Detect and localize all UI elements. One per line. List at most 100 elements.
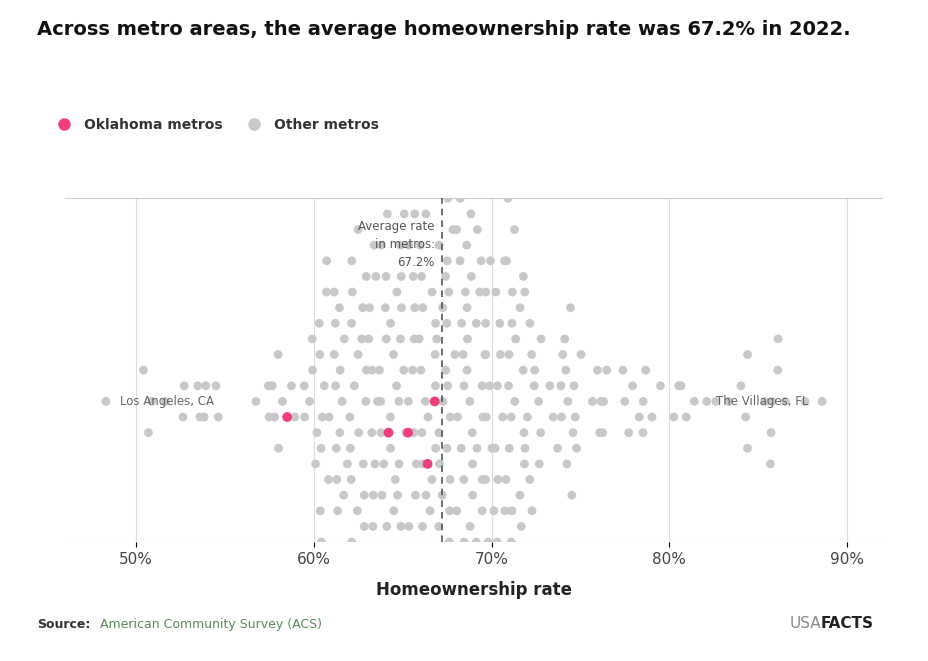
Point bbox=[358, 365, 373, 375]
Point bbox=[343, 318, 358, 329]
Point bbox=[296, 381, 311, 391]
Point bbox=[367, 240, 381, 251]
Point bbox=[440, 193, 455, 204]
Point bbox=[451, 130, 466, 141]
Point bbox=[533, 334, 548, 344]
Point bbox=[407, 302, 422, 313]
Point bbox=[513, 521, 528, 531]
Point bbox=[483, 256, 497, 266]
Point bbox=[453, 443, 468, 453]
Point bbox=[364, 428, 379, 438]
Point bbox=[464, 428, 479, 438]
Point bbox=[368, 271, 383, 282]
Point bbox=[638, 365, 652, 375]
Point bbox=[365, 521, 380, 531]
Point bbox=[371, 365, 386, 375]
Point bbox=[284, 381, 299, 391]
Point bbox=[665, 412, 680, 422]
Point bbox=[625, 381, 639, 391]
Point bbox=[408, 553, 423, 563]
Point bbox=[520, 412, 535, 422]
Point bbox=[452, 193, 467, 204]
Point bbox=[391, 177, 406, 188]
Point bbox=[454, 318, 469, 329]
Point bbox=[396, 365, 411, 375]
Point bbox=[393, 334, 407, 344]
Point bbox=[406, 271, 420, 282]
Point bbox=[428, 381, 443, 391]
Point bbox=[336, 490, 351, 500]
Point bbox=[424, 474, 439, 485]
Point bbox=[478, 474, 493, 485]
Point bbox=[418, 209, 432, 219]
Point bbox=[527, 365, 542, 375]
Point bbox=[386, 349, 401, 360]
Point bbox=[382, 443, 397, 453]
Point bbox=[374, 490, 389, 500]
Point bbox=[321, 474, 336, 485]
Point bbox=[439, 318, 454, 329]
Point bbox=[469, 537, 483, 547]
Point bbox=[348, 568, 363, 578]
Point bbox=[428, 318, 443, 329]
Point bbox=[432, 553, 447, 563]
Point bbox=[327, 287, 342, 297]
Point bbox=[429, 334, 444, 344]
Point bbox=[197, 412, 212, 422]
Point bbox=[720, 396, 735, 407]
Point bbox=[505, 287, 520, 297]
Point bbox=[756, 396, 771, 407]
Point bbox=[459, 302, 474, 313]
Point bbox=[474, 506, 489, 516]
Point bbox=[261, 381, 276, 391]
Point bbox=[631, 412, 646, 422]
Text: Average rate
in metros:
67.2%: Average rate in metros: 67.2% bbox=[358, 220, 434, 269]
Point bbox=[498, 474, 513, 485]
Point bbox=[350, 349, 365, 360]
Point bbox=[350, 506, 365, 516]
Point bbox=[449, 506, 464, 516]
Point bbox=[329, 443, 343, 453]
Point bbox=[192, 412, 207, 422]
Point bbox=[814, 396, 829, 407]
Point bbox=[644, 412, 659, 422]
Point bbox=[363, 553, 378, 563]
Point bbox=[652, 381, 667, 391]
Point bbox=[500, 193, 515, 204]
Point bbox=[414, 428, 429, 438]
Point bbox=[343, 537, 358, 547]
Point bbox=[466, 615, 481, 625]
Point bbox=[470, 224, 484, 235]
Point bbox=[566, 381, 581, 391]
Point bbox=[367, 459, 382, 469]
Point bbox=[573, 349, 587, 360]
Point bbox=[553, 412, 568, 422]
Point bbox=[595, 428, 610, 438]
Point bbox=[459, 334, 474, 344]
Point bbox=[444, 568, 458, 578]
Point bbox=[522, 318, 536, 329]
Point bbox=[329, 506, 344, 516]
Point bbox=[478, 287, 493, 297]
Point bbox=[302, 396, 316, 407]
Point bbox=[391, 459, 406, 469]
Point bbox=[308, 459, 323, 469]
Point bbox=[379, 271, 393, 282]
Point bbox=[592, 428, 607, 438]
Text: Source:: Source: bbox=[37, 618, 90, 631]
Point bbox=[374, 240, 389, 251]
Point bbox=[304, 365, 319, 375]
Point bbox=[414, 553, 429, 563]
Point bbox=[390, 490, 405, 500]
Point bbox=[443, 412, 458, 422]
Point bbox=[391, 146, 406, 157]
Point bbox=[567, 412, 582, 422]
Point bbox=[412, 240, 427, 251]
Point bbox=[459, 365, 474, 375]
Point bbox=[354, 302, 369, 313]
Point bbox=[329, 474, 344, 485]
Point bbox=[740, 349, 754, 360]
Point bbox=[406, 428, 420, 438]
Point bbox=[486, 506, 501, 516]
Point bbox=[355, 459, 370, 469]
